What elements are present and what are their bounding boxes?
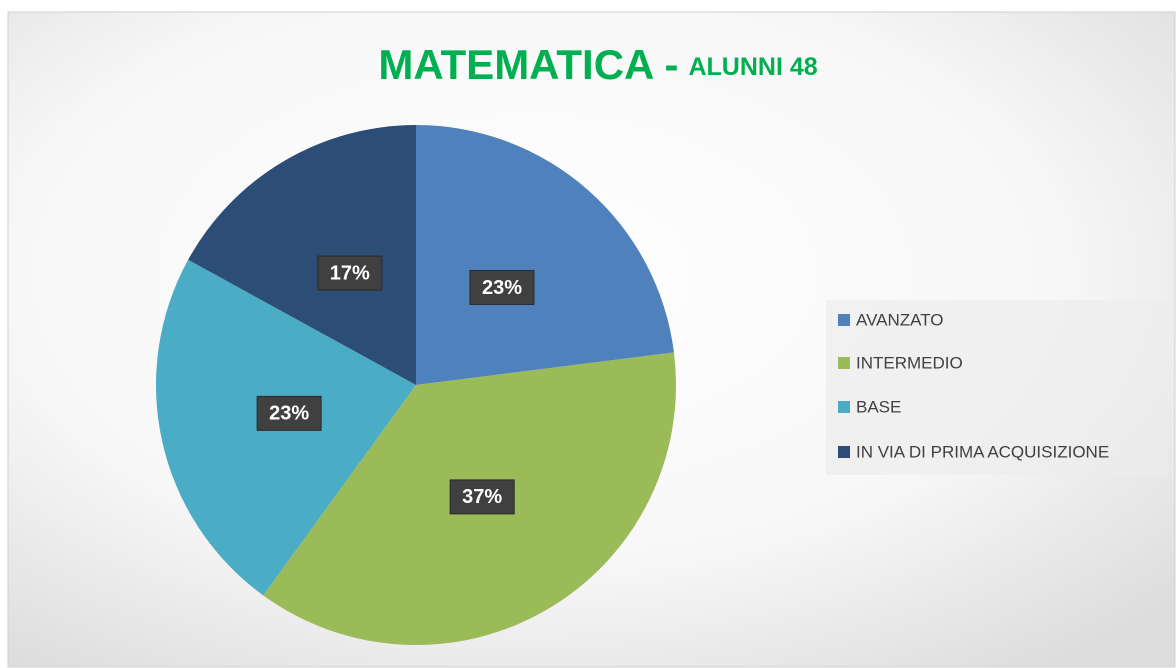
data-label-box (317, 255, 383, 291)
data-label: 37% (462, 486, 502, 508)
legend-swatch (838, 357, 850, 369)
data-label: 17% (330, 262, 370, 284)
data-label: 23% (269, 403, 309, 425)
chart-subtitle: ALUNNI 48 (688, 53, 817, 81)
data-label-box (449, 479, 515, 515)
legend-label: AVANZATO (856, 310, 944, 329)
pie-slice (188, 125, 416, 385)
chart-title-group: MATEMATICA - ALUNNI 48 (378, 41, 817, 88)
legend-swatch (838, 401, 850, 413)
data-label-box (256, 395, 322, 431)
pie-slice (416, 125, 674, 385)
data-label-box (469, 269, 535, 305)
legend-label: INTERMEDIO (856, 353, 963, 372)
legend-box (826, 300, 1168, 475)
legend-label: IN VIA DI PRIMA ACQUISIZIONE (856, 442, 1109, 461)
legend-swatch (838, 446, 850, 458)
legend-label: BASE (856, 397, 901, 416)
legend-swatch (838, 314, 850, 326)
data-label: 23% (482, 277, 522, 299)
chart-title: MATEMATICA - (378, 41, 678, 88)
